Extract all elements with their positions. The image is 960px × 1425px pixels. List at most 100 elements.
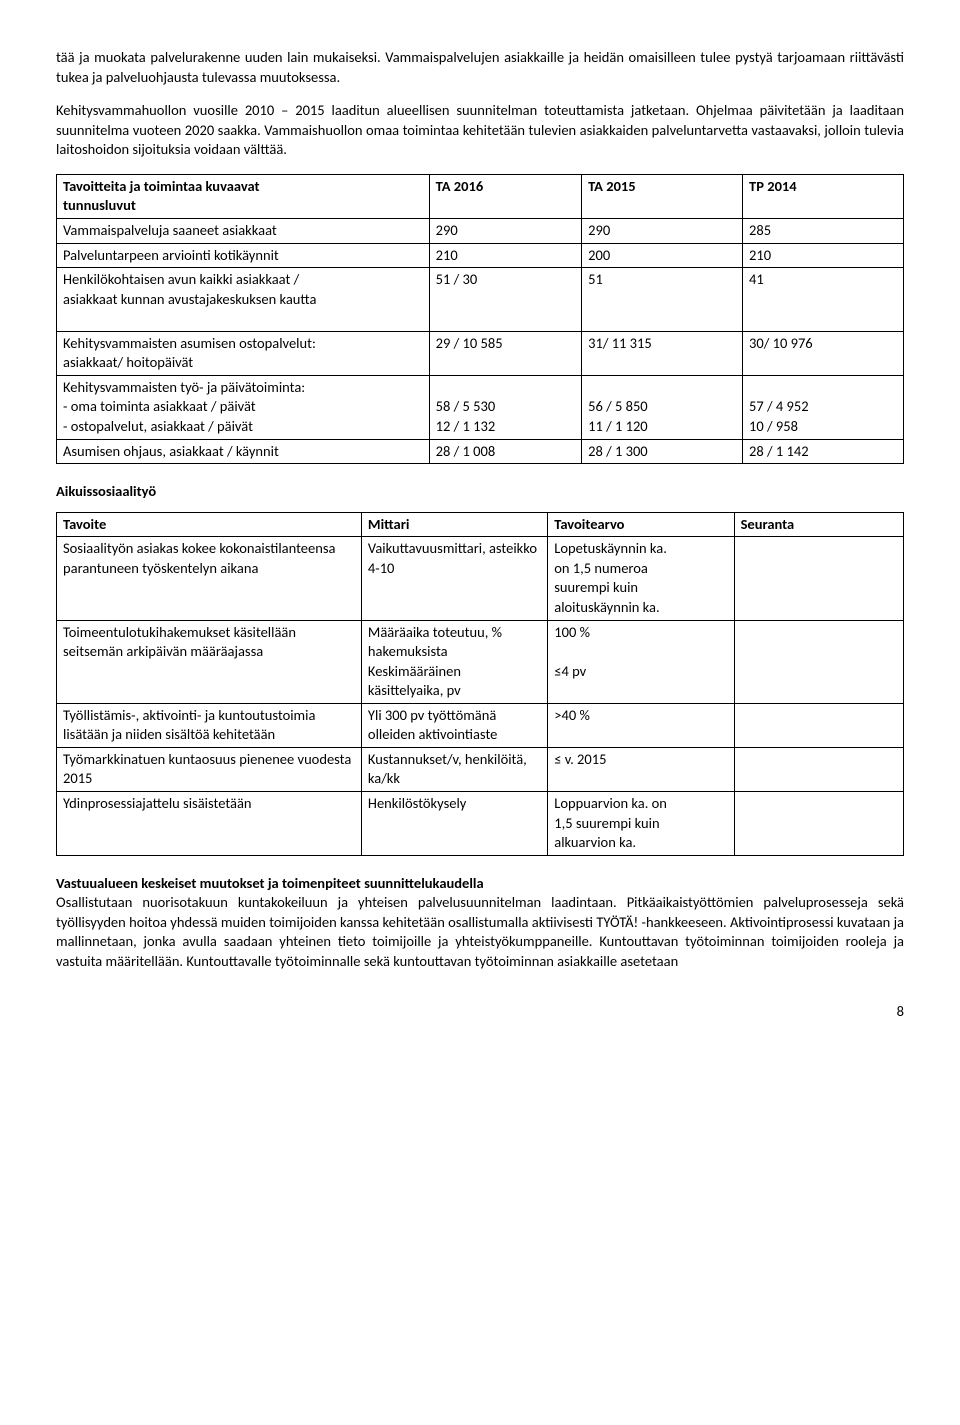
page-number: 8 — [56, 1002, 904, 1022]
cell-line: Keskimääräinen — [368, 662, 461, 680]
table-tavoitteet: Tavoite Mittari Tavoitearvo Seuranta Sos… — [56, 512, 904, 856]
cell-line: asiakkaat kunnan avustajakeskuksen kautt… — [63, 290, 316, 308]
th-tp2014: TP 2014 — [743, 174, 904, 218]
cell-line: Kehitysvammaisten asumisen ostopalvelut: — [63, 334, 316, 352]
table-row: Toimeentulotukihakemukset käsitellään se… — [57, 620, 904, 703]
table-row: Palveluntarpeen arviointi kotikäynnit 21… — [57, 243, 904, 268]
section-heading-aikuissosiaalityo: Aikuissosiaalityö — [56, 482, 904, 502]
cell-line: Määräaika toteutuu, % hakemuksista — [368, 623, 502, 661]
cell-line: 1,5 suurempi kuin — [554, 814, 659, 832]
cell-value: 58 / 5 530 12 / 1 132 — [429, 375, 581, 439]
cell-tavoite: Työmarkkinatuen kuntaosuus pienenee vuod… — [57, 747, 362, 791]
th-tunnusluvut: Tavoitteita ja toimintaa kuvaavat tunnus… — [57, 174, 430, 218]
closing-heading: Vastuualueen keskeiset muutokset ja toim… — [56, 874, 484, 892]
closing-body: Osallistutaan nuorisotakuun kuntakokeilu… — [56, 893, 904, 970]
cell-seuranta — [734, 620, 903, 703]
cell-line: 12 / 1 132 — [436, 417, 496, 435]
cell-value: 28 / 1 300 — [582, 439, 743, 464]
cell-line: 56 / 5 850 — [588, 397, 648, 415]
th-mittari: Mittari — [361, 512, 547, 537]
cell-line: Kehitysvammaisten työ- ja päivätoiminta: — [63, 378, 305, 396]
cell-tavoitearvo: ≤ v. 2015 — [548, 747, 734, 791]
table-tunnusluvut: Tavoitteita ja toimintaa kuvaavat tunnus… — [56, 174, 904, 464]
cell-tavoitearvo: Loppuarvion ka. on 1,5 suurempi kuin alk… — [548, 792, 734, 856]
cell-seuranta — [734, 747, 903, 791]
cell-line: ≤4 pv — [554, 662, 586, 680]
cell-tavoitearvo: >40 % — [548, 703, 734, 747]
list-item: oma toiminta asiakkaat / päivät — [63, 397, 423, 417]
cell-value: 290 — [429, 218, 581, 243]
cell-value: 51 / 30 — [429, 268, 581, 332]
cell-line: alkuarvion ka. — [554, 833, 636, 851]
cell-mittari: Vaikuttavuusmittari, asteikko 4-10 — [361, 537, 547, 620]
cell-line: asiakkaat/ hoitopäivät — [63, 353, 193, 371]
cell-value: 28 / 1 142 — [743, 439, 904, 464]
cell-value: 30/ 10 976 — [743, 331, 904, 375]
cell-line: 11 / 1 120 — [588, 417, 648, 435]
cell-tavoitearvo: Lopetuskäynnin ka. on 1,5 numeroa suurem… — [548, 537, 734, 620]
table-row: Ydinprosessiajattelu sisäistetään Henkil… — [57, 792, 904, 856]
table-row: Asumisen ohjaus, asiakkaat / käynnit 28 … — [57, 439, 904, 464]
cell-line: Loppuarvion ka. on — [554, 794, 667, 812]
closing-paragraph: Vastuualueen keskeiset muutokset ja toim… — [56, 874, 904, 972]
th-ta2016: TA 2016 — [429, 174, 581, 218]
th-tavoite: Tavoite — [57, 512, 362, 537]
cell-mittari: Henkilöstökysely — [361, 792, 547, 856]
table-header-row: Tavoitteita ja toimintaa kuvaavat tunnus… — [57, 174, 904, 218]
cell-line: Henkilökohtaisen avun kaikki asiakkaat / — [63, 270, 299, 288]
table-header-row: Tavoite Mittari Tavoitearvo Seuranta — [57, 512, 904, 537]
cell-line: 58 / 5 530 — [436, 397, 496, 415]
table-row: Vammaispalveluja saaneet asiakkaat 290 2… — [57, 218, 904, 243]
cell-tavoite: Toimeentulotukihakemukset käsitellään se… — [57, 620, 362, 703]
cell-value: 210 — [429, 243, 581, 268]
table-row: Kehitysvammaisten asumisen ostopalvelut:… — [57, 331, 904, 375]
cell-line: suurempi kuin — [554, 578, 638, 596]
cell-mittari: Yli 300 pv työttömänä olleiden aktivoint… — [361, 703, 547, 747]
cell-tavoite: Ydinprosessiajattelu sisäistetään — [57, 792, 362, 856]
intro-paragraph-1: tää ja muokata palvelurakenne uuden lain… — [56, 48, 904, 87]
table-row: Henkilökohtaisen avun kaikki asiakkaat /… — [57, 268, 904, 332]
cell-seuranta — [734, 792, 903, 856]
table-row: Työmarkkinatuen kuntaosuus pienenee vuod… — [57, 747, 904, 791]
cell-tavoite: Työllistämis-, aktivointi- ja kuntoutust… — [57, 703, 362, 747]
th-line2: tunnusluvut — [63, 196, 136, 214]
cell-line: Lopetuskäynnin ka. — [554, 539, 667, 557]
cell-line: 100 % — [554, 623, 590, 641]
cell-tavoitearvo: 100 % ≤4 pv — [548, 620, 734, 703]
cell-value: 28 / 1 008 — [429, 439, 581, 464]
table-row: Kehitysvammaisten työ- ja päivätoiminta:… — [57, 375, 904, 439]
cell-value: 56 / 5 850 11 / 1 120 — [582, 375, 743, 439]
table-row: Työllistämis-, aktivointi- ja kuntoutust… — [57, 703, 904, 747]
cell-line: 57 / 4 952 — [749, 397, 809, 415]
list-item: ostopalvelut, asiakkaat / päivät — [63, 417, 423, 437]
cell-tavoite: Sosiaalityön asiakas kokee kokonaistilan… — [57, 537, 362, 620]
cell-label: Vammaispalveluja saaneet asiakkaat — [57, 218, 430, 243]
cell-mittari: Kustannukset/v, henkilöitä, ka/kk — [361, 747, 547, 791]
th-seuranta: Seuranta — [734, 512, 903, 537]
cell-label: Palveluntarpeen arviointi kotikäynnit — [57, 243, 430, 268]
cell-label: Kehitysvammaisten asumisen ostopalvelut:… — [57, 331, 430, 375]
cell-line: 10 / 958 — [749, 417, 798, 435]
cell-value: 210 — [743, 243, 904, 268]
th-tavoitearvo: Tavoitearvo — [548, 512, 734, 537]
cell-seuranta — [734, 537, 903, 620]
table-row: Sosiaalityön asiakas kokee kokonaistilan… — [57, 537, 904, 620]
cell-label: Asumisen ohjaus, asiakkaat / käynnit — [57, 439, 430, 464]
cell-line: on 1,5 numeroa — [554, 559, 648, 577]
cell-label: Kehitysvammaisten työ- ja päivätoiminta:… — [57, 375, 430, 439]
cell-seuranta — [734, 703, 903, 747]
cell-value: 57 / 4 952 10 / 958 — [743, 375, 904, 439]
th-ta2015: TA 2015 — [582, 174, 743, 218]
cell-value: 31/ 11 315 — [582, 331, 743, 375]
cell-value: 290 — [582, 218, 743, 243]
cell-mittari: Määräaika toteutuu, % hakemuksista Keski… — [361, 620, 547, 703]
cell-value: 200 — [582, 243, 743, 268]
cell-label: Henkilökohtaisen avun kaikki asiakkaat /… — [57, 268, 430, 332]
cell-line: aloituskäynnin ka. — [554, 598, 659, 616]
th-line1: Tavoitteita ja toimintaa kuvaavat — [63, 177, 260, 195]
cell-value: 51 — [582, 268, 743, 332]
cell-value: 29 / 10 585 — [429, 331, 581, 375]
intro-paragraph-2: Kehitysvammahuollon vuosille 2010 – 2015… — [56, 101, 904, 160]
cell-line: käsittelyaika, pv — [368, 681, 461, 699]
cell-value: 41 — [743, 268, 904, 332]
